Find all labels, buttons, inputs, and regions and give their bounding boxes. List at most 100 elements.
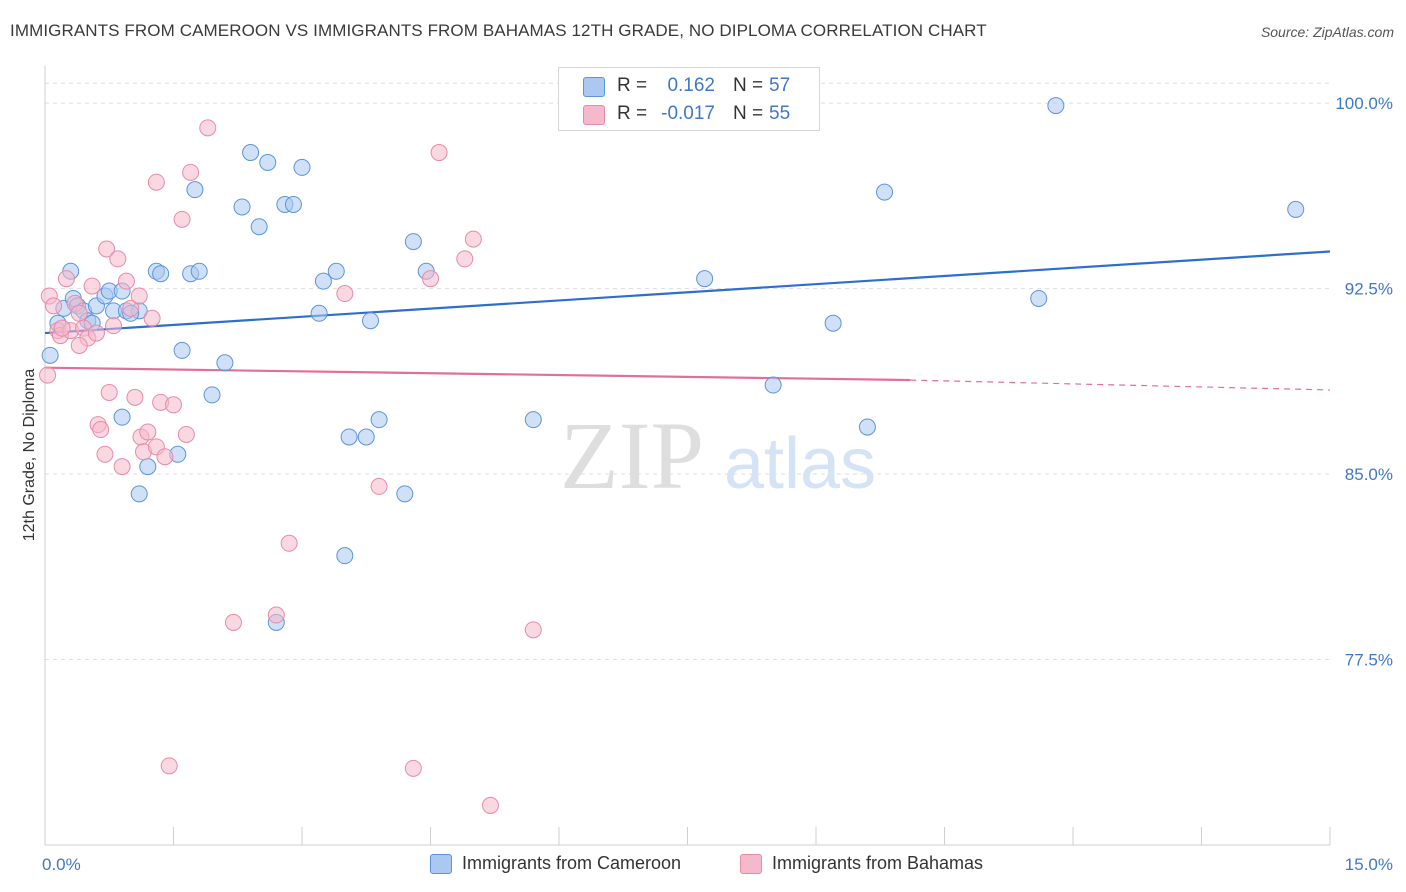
cameroon-point bbox=[186, 181, 204, 199]
stats-row-bahamas: R = -0.017 N = 55 bbox=[559, 102, 819, 128]
watermark-zip: ZIP bbox=[560, 402, 704, 509]
tick-labels: 77.5% 85.0% 92.5% 100.0% 0.0% 15.0% bbox=[42, 94, 1393, 874]
bahamas-point bbox=[117, 272, 135, 290]
cameroon-point bbox=[696, 270, 714, 288]
r-value: -0.017 bbox=[661, 103, 715, 124]
cameroon-point bbox=[310, 304, 328, 322]
bahamas-point bbox=[165, 396, 182, 414]
bahamas-point bbox=[156, 448, 174, 466]
bahamas-point bbox=[199, 119, 217, 137]
cameroon-point bbox=[824, 314, 842, 332]
cameroon-point bbox=[173, 341, 191, 359]
bahamas-point bbox=[39, 366, 57, 384]
bahamas-point bbox=[53, 319, 71, 337]
cameroon-point bbox=[293, 158, 311, 176]
n-value: 57 bbox=[769, 75, 791, 96]
stats-row-cameroon: R = 0.162 N = 57 bbox=[559, 74, 819, 100]
legend-label: Immigrants from Cameroon bbox=[462, 853, 682, 873]
x-tick-label: 0.0% bbox=[42, 855, 81, 874]
bahamas-point bbox=[422, 270, 439, 288]
n-value: 55 bbox=[769, 103, 791, 124]
cameroon-legend-swatch bbox=[430, 854, 452, 874]
bahamas-point bbox=[57, 270, 75, 288]
bahamas-point bbox=[98, 240, 116, 258]
cameroon-point bbox=[524, 411, 542, 429]
bahamas-point bbox=[143, 309, 161, 327]
cameroon-point bbox=[216, 354, 234, 372]
cameroon-point bbox=[1030, 289, 1048, 307]
bahamas-point bbox=[70, 336, 88, 354]
bahamas-point bbox=[45, 297, 63, 315]
bahamas-point bbox=[96, 445, 114, 463]
cameroon-point bbox=[327, 262, 345, 280]
source-label: Source: ZipAtlas.com bbox=[1260, 24, 1394, 40]
bahamas-point bbox=[456, 250, 474, 268]
bahamas-point bbox=[92, 421, 110, 439]
bahamas-point bbox=[70, 304, 88, 322]
cameroon-trend-line bbox=[44, 250, 1331, 335]
bahamas-point bbox=[100, 383, 118, 401]
bahamas-trend-extension bbox=[910, 379, 1331, 391]
y-tick-label: 100.0% bbox=[1335, 94, 1393, 113]
y-tick-label: 85.0% bbox=[1345, 465, 1393, 484]
cameroon-point bbox=[130, 485, 148, 503]
bahamas-point bbox=[173, 210, 191, 228]
bahamas-point bbox=[224, 613, 242, 631]
bahamas-point bbox=[524, 621, 542, 639]
cameroon-point bbox=[1287, 200, 1305, 218]
bahamas-point bbox=[430, 144, 448, 162]
cameroon-point bbox=[764, 376, 782, 394]
y-axis-label: 12th Grade, No Diploma bbox=[21, 368, 38, 542]
data-points bbox=[39, 94, 1305, 814]
cameroon-point bbox=[314, 272, 332, 290]
bahamas-point bbox=[147, 173, 165, 191]
bahamas-point bbox=[160, 757, 178, 775]
cameroon-point bbox=[404, 233, 422, 251]
watermark-atlas: atlas bbox=[724, 424, 876, 504]
cameroon-point bbox=[139, 458, 157, 476]
legend-label: Immigrants from Bahamas bbox=[772, 853, 984, 873]
bahamas-point bbox=[83, 277, 101, 295]
chart-title: IMMIGRANTS FROM CAMEROON VS IMMIGRANTS F… bbox=[10, 21, 987, 40]
bahamas-point bbox=[464, 230, 482, 248]
cameroon-point bbox=[336, 547, 354, 565]
bahamas-trend-line bbox=[44, 366, 911, 382]
cameroon-point bbox=[362, 312, 380, 330]
cameroon-point bbox=[259, 153, 277, 171]
n-label: N = bbox=[733, 75, 764, 96]
cameroon-point bbox=[250, 218, 268, 236]
bahamas-point bbox=[105, 317, 123, 335]
cameroon-point bbox=[858, 418, 876, 436]
y-tick-label: 92.5% bbox=[1345, 280, 1393, 299]
cameroon-point bbox=[233, 198, 251, 216]
watermark: ZIP atlas bbox=[560, 402, 876, 509]
bahamas-point bbox=[280, 534, 298, 552]
cameroon-point bbox=[203, 386, 221, 404]
bahamas-swatch bbox=[583, 105, 605, 125]
bahamas-point bbox=[109, 250, 127, 268]
bahamas-point bbox=[336, 285, 354, 303]
x-tick-label: 15.0% bbox=[1345, 855, 1393, 874]
axes bbox=[44, 66, 1331, 846]
bahamas-legend-swatch bbox=[740, 854, 762, 874]
trend-lines bbox=[44, 250, 1331, 391]
cameroon-point bbox=[41, 346, 59, 364]
cameroon-point bbox=[357, 428, 375, 446]
r-label: R = bbox=[617, 75, 648, 96]
bahamas-point bbox=[122, 299, 140, 317]
bahamas-point bbox=[267, 606, 285, 624]
bahamas-point bbox=[370, 477, 388, 495]
bahamas-point bbox=[404, 759, 422, 777]
cameroon-point bbox=[284, 195, 302, 213]
bahamas-point bbox=[130, 287, 148, 305]
bahamas-point bbox=[113, 458, 131, 476]
cameroon-point bbox=[113, 408, 131, 426]
cameroon-point bbox=[876, 183, 894, 201]
cameroon-point bbox=[152, 265, 170, 283]
cameroon-point bbox=[190, 262, 208, 280]
n-label: N = bbox=[733, 103, 764, 124]
cameroon-point bbox=[242, 144, 260, 162]
bahamas-point bbox=[87, 324, 105, 342]
bahamas-point bbox=[139, 423, 157, 441]
